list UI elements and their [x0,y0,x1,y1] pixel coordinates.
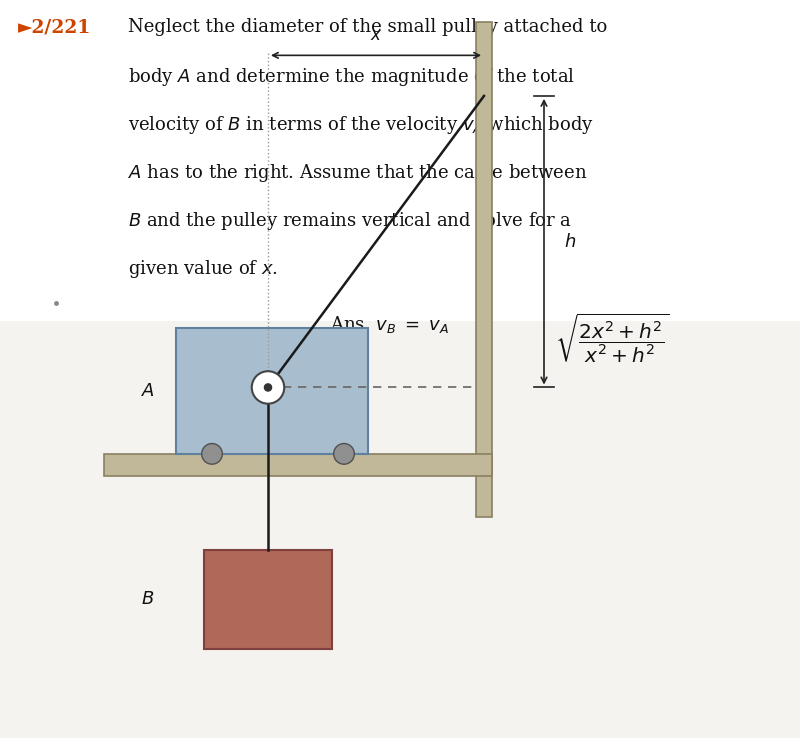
Text: velocity of $B$ in terms of the velocity $v_A$ which body: velocity of $B$ in terms of the velocity… [128,114,594,137]
Text: $A$: $A$ [141,382,155,400]
Circle shape [252,371,284,404]
Text: given value of $x$.: given value of $x$. [128,258,278,280]
Circle shape [202,444,222,464]
Circle shape [334,444,354,464]
Bar [476,22,492,517]
Text: $B$ and the pulley remains vertical and solve for a: $B$ and the pulley remains vertical and … [128,210,572,232]
Bar [0,0,800,321]
Text: Neglect the diameter of the small pulley attached to: Neglect the diameter of the small pulley… [128,18,607,36]
Bar [204,550,332,649]
Bar [104,454,492,476]
Text: $B$: $B$ [142,590,154,608]
Text: ►2/221: ►2/221 [18,18,91,36]
Text: Ans. $v_B\ =\ v_A$: Ans. $v_B\ =\ v_A$ [330,314,450,335]
Bar [176,328,368,454]
Text: $h$: $h$ [564,233,576,251]
Text: $\sqrt{\dfrac{2x^2 + h^2}{x^2 + h^2}}$: $\sqrt{\dfrac{2x^2 + h^2}{x^2 + h^2}}$ [555,311,669,365]
Text: $A$ has to the right. Assume that the cable between: $A$ has to the right. Assume that the ca… [128,162,587,184]
Text: $x$: $x$ [370,27,382,44]
Circle shape [265,384,271,391]
Text: body $A$ and determine the magnitude of the total: body $A$ and determine the magnitude of … [128,66,575,89]
